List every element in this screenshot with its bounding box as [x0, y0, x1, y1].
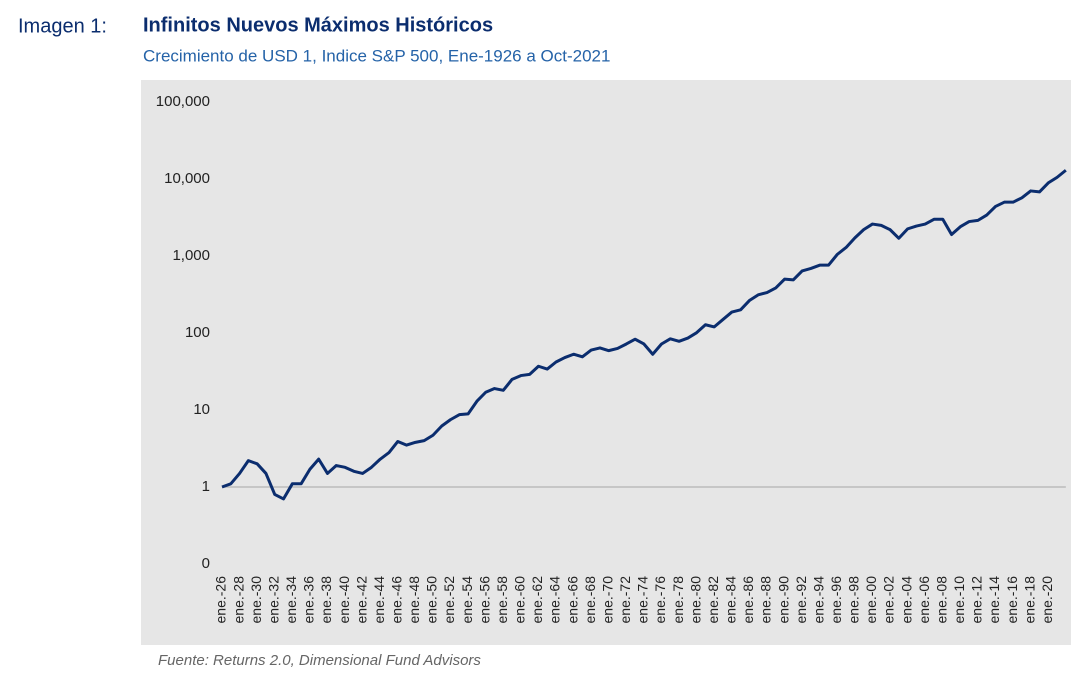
x-tick-label: ene.-18: [1021, 576, 1037, 624]
x-tick-label: ene.-56: [476, 576, 492, 624]
x-tick-label: ene.-72: [617, 576, 633, 624]
x-tick-label: ene.-20: [1039, 576, 1055, 624]
x-tick-label: ene.-52: [441, 576, 457, 624]
x-tick-label: ene.-90: [775, 576, 791, 624]
source-note: Fuente: Returns 2.0, Dimensional Fund Ad…: [158, 652, 481, 669]
x-tick-label: ene.-14: [986, 576, 1002, 624]
x-tick-label: ene.-32: [265, 576, 281, 624]
y-tick-label: 1,000: [172, 247, 210, 264]
x-tick-label: ene.-74: [635, 576, 651, 624]
x-tick-label: ene.-50: [424, 576, 440, 624]
x-tick-label: ene.-88: [758, 576, 774, 624]
y-tick-label: 10,000: [164, 170, 210, 187]
figure-label: Imagen 1:: [18, 15, 107, 37]
chart-title: Infinitos Nuevos Máximos Históricos: [143, 14, 493, 36]
y-tick-label: 100: [185, 324, 210, 341]
x-tick-label: ene.-80: [687, 576, 703, 624]
x-tick-label: ene.-42: [353, 576, 369, 624]
x-tick-label: ene.-96: [828, 576, 844, 624]
x-tick-label: ene.-46: [389, 576, 405, 624]
y-tick-label: 1: [202, 478, 210, 495]
x-tick-label: ene.-16: [1004, 576, 1020, 624]
x-tick-label: ene.-68: [582, 576, 598, 624]
y-tick-label: 10: [193, 401, 210, 418]
x-tick-label: ene.-38: [318, 576, 334, 624]
x-tick-label: ene.-92: [793, 576, 809, 624]
x-tick-label: ene.-04: [898, 576, 914, 624]
x-tick-label: ene.-00: [863, 576, 879, 624]
x-tick-label: ene.-26: [213, 576, 229, 624]
x-tick-label: ene.-02: [881, 576, 897, 624]
x-tick-label: ene.-94: [810, 576, 826, 624]
x-tick-label: ene.-36: [301, 576, 317, 624]
x-tick-label: ene.-60: [512, 576, 528, 624]
chart-subtitle: Crecimiento de USD 1, Indice S&P 500, En…: [143, 46, 610, 65]
x-tick-label: ene.-58: [494, 576, 510, 624]
x-tick-label: ene.-76: [652, 576, 668, 624]
x-tick-label: ene.-12: [969, 576, 985, 624]
x-tick-label: ene.-86: [740, 576, 756, 624]
x-tick-label: ene.-34: [283, 576, 299, 624]
x-tick-label: ene.-28: [230, 576, 246, 624]
x-tick-label: ene.-48: [406, 576, 422, 624]
x-tick-label: ene.-44: [371, 576, 387, 624]
x-tick-label: ene.-78: [670, 576, 686, 624]
x-tick-label: ene.-84: [723, 576, 739, 624]
x-tick-label: ene.-98: [846, 576, 862, 624]
x-tick-label: ene.-30: [248, 576, 264, 624]
x-tick-label: ene.-06: [916, 576, 932, 624]
data-line: [221, 169, 1067, 501]
y-tick-label: 100,000: [156, 93, 210, 110]
x-tick-label: ene.-66: [564, 576, 580, 624]
plot-background: [141, 80, 1071, 645]
x-tick-label: ene.-54: [459, 576, 475, 624]
x-tick-label: ene.-10: [951, 576, 967, 624]
x-tick-label: ene.-82: [705, 576, 721, 624]
x-tick-label: ene.-40: [336, 576, 352, 624]
x-tick-label: ene.-62: [529, 576, 545, 624]
x-tick-label: ene.-64: [547, 576, 563, 624]
x-tick-label: ene.-08: [933, 576, 949, 624]
x-tick-label: ene.-70: [599, 576, 615, 624]
y-tick-label: 0: [202, 555, 210, 572]
